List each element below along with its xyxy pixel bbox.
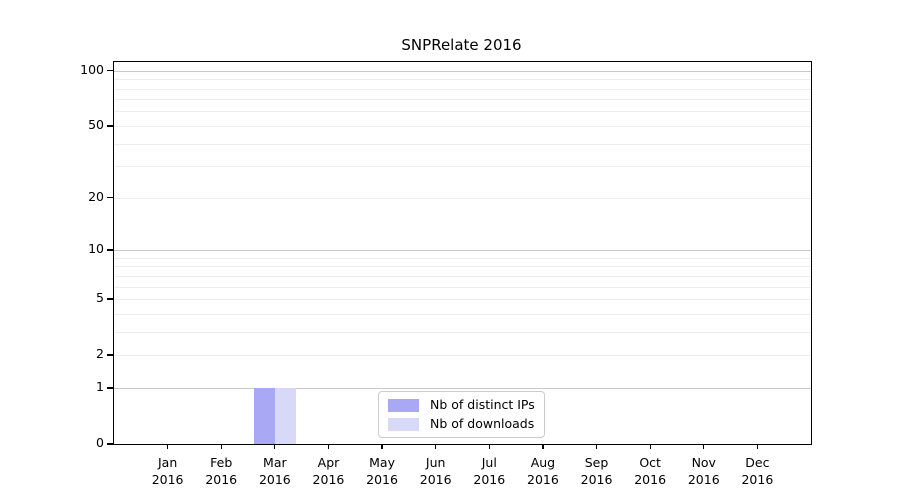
x-tick-label: Oct 2016 [634, 455, 667, 487]
plot-area: Jan 2016 Feb 2016 Mar 2016 Apr 2016 May 2016… [106, 61, 812, 487]
gridline-minor [114, 355, 811, 357]
gridline-minor [114, 88, 811, 90]
x-tick-label: Jul 2016 [473, 455, 506, 487]
gridline-minor [114, 111, 811, 113]
gridline-minor [114, 313, 811, 315]
gridline-minor [114, 79, 811, 81]
x-tick-mark [703, 444, 705, 449]
x-tick-label: Nov 2016 [687, 455, 720, 487]
y-tick-label: 20 [88, 188, 104, 204]
legend-row: Nb of downloads [388, 417, 535, 431]
y-tick-mark [106, 70, 113, 72]
y-tick-mark [106, 443, 113, 445]
y-tick-mark [106, 387, 113, 389]
x-tick-mark [435, 444, 437, 449]
gridline-minor [114, 331, 811, 333]
legend: Nb of distinct IPs Nb of downloads [378, 391, 545, 438]
bar-downloads [274, 387, 296, 444]
y-tick-label: 2 [96, 346, 104, 362]
x-tick-mark [542, 444, 544, 449]
y-tick-label: 5 [96, 290, 104, 306]
x-tick-mark [220, 444, 222, 449]
gridline-minor [114, 197, 811, 199]
gridline-minor [114, 286, 811, 288]
y-tick-mark [106, 298, 113, 300]
legend-row: Nb of distinct IPs [388, 398, 535, 412]
gridline-minor [114, 257, 811, 259]
gridline-minor [114, 275, 811, 277]
x-tick-label: Feb 2016 [205, 455, 238, 487]
x-tick-mark [488, 444, 490, 449]
x-tick-mark [649, 444, 651, 449]
x-tick-label: Mar 2016 [258, 455, 291, 487]
y-tick-label: 1 [96, 378, 104, 394]
chart-title: SNPRelate 2016 [401, 36, 522, 54]
gridline-minor [114, 266, 811, 268]
bar-distinct-ips [254, 387, 275, 444]
gridline-minor [114, 143, 811, 145]
x-tick-label: Sep 2016 [580, 455, 613, 487]
y-tick-mark [106, 197, 113, 199]
gridline-major [114, 250, 811, 252]
legend-label: Nb of distinct IPs [430, 397, 535, 412]
y-tick-mark [106, 249, 113, 251]
gridline-major [114, 70, 811, 72]
gridline-minor [114, 99, 811, 101]
legend-swatch-icon [388, 398, 419, 412]
x-tick-label: Jun 2016 [419, 455, 452, 487]
x-tick-mark [327, 444, 330, 449]
x-tick-mark [756, 444, 759, 449]
x-tick-label: Jan 2016 [151, 455, 184, 487]
x-tick-label: Aug 2016 [527, 455, 559, 487]
y-tick-label: 100 [80, 61, 104, 77]
y-tick-mark [106, 125, 113, 127]
y-tick-label: 50 [88, 116, 104, 132]
gridline-minor [114, 125, 811, 127]
x-tick-mark [274, 444, 276, 449]
gridline-major [114, 387, 811, 389]
y-tick-mark [106, 354, 113, 356]
x-tick-label: May 2016 [366, 455, 398, 487]
x-tick-mark [381, 444, 383, 449]
x-tick-label: Apr 2016 [312, 455, 345, 487]
y-tick-label: 10 [88, 241, 104, 257]
gridline-minor [114, 166, 811, 168]
legend-label: Nb of downloads [430, 416, 535, 431]
legend-swatch-icon [388, 417, 419, 431]
y-tick-label: 0 [96, 435, 104, 450]
x-tick-mark [595, 444, 598, 449]
x-tick-mark [166, 444, 169, 449]
gridline-minor [114, 299, 811, 301]
x-tick-label: Dec 2016 [741, 455, 774, 487]
